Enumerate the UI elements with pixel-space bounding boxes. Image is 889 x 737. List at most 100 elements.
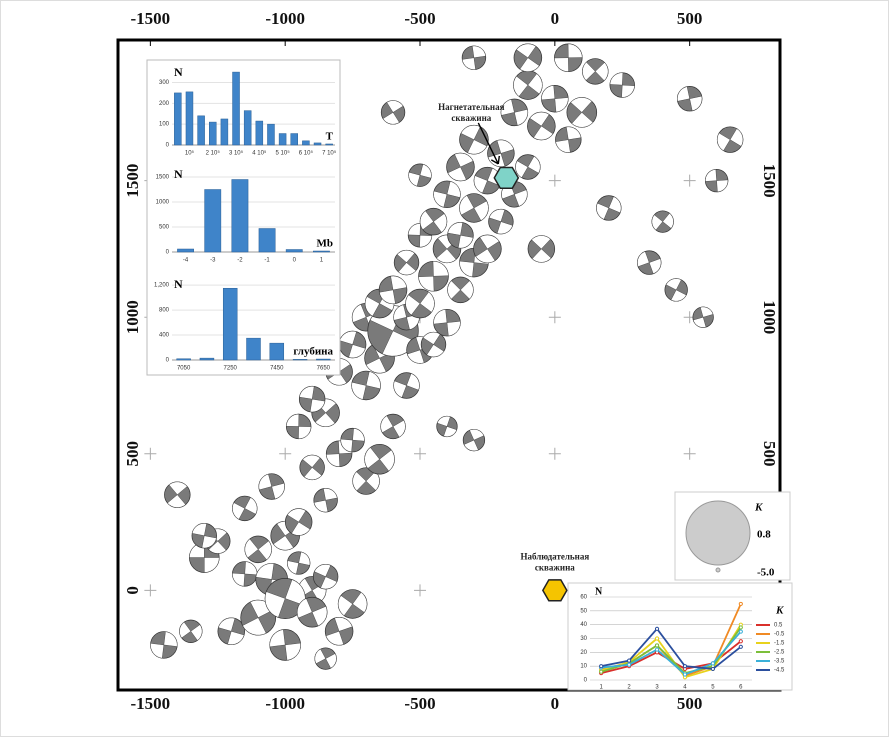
- size-legend-title: K: [754, 502, 763, 514]
- bar: [285, 249, 303, 253]
- bar: [325, 143, 333, 146]
- bar: [292, 359, 308, 361]
- bar: [222, 287, 238, 361]
- bar: [269, 342, 285, 361]
- y-tick-label: 800: [159, 308, 170, 314]
- bar: [290, 133, 298, 146]
- x-tick-label: -500: [404, 9, 435, 28]
- beachball-quadrant: [677, 86, 703, 112]
- beachball-quadrant: [459, 195, 489, 221]
- beachball-quadrant: [651, 212, 674, 231]
- beachball-quadrant: [314, 648, 337, 669]
- series-point: [738, 644, 743, 649]
- beachball-quadrant: [637, 251, 662, 274]
- beachball-quadrant: [447, 222, 474, 249]
- x-tick-label: -1000: [265, 9, 305, 28]
- bar: [258, 228, 276, 253]
- beachball-quadrant: [286, 413, 312, 439]
- y-tick-label: 60: [580, 595, 587, 601]
- grid-cross: [414, 584, 427, 597]
- series-point: [710, 661, 715, 666]
- beachball-quadrant: [351, 371, 381, 400]
- grid-cross: [548, 174, 561, 187]
- y-tick-label: 1500: [156, 175, 170, 181]
- beachball-quadrant: [433, 309, 461, 337]
- size-legend-circle: [715, 567, 721, 573]
- y-tick-label: 1500: [760, 164, 779, 198]
- beachball-quadrant: [555, 126, 582, 153]
- series-point: [654, 643, 660, 648]
- y-tick-label: 400: [159, 333, 170, 339]
- x-tick-label: 3: [655, 685, 659, 691]
- y-tick-label: 100: [159, 122, 170, 128]
- bar: [255, 120, 264, 146]
- x-tick-label: 1: [320, 258, 324, 264]
- bar: [316, 358, 331, 361]
- series-line: [600, 624, 742, 679]
- x-tick-label: 7250: [224, 366, 238, 372]
- well-marker: [541, 579, 568, 602]
- legend-label: -0.5: [774, 632, 785, 638]
- beachball-quadrant: [299, 386, 326, 413]
- bar: [185, 91, 194, 146]
- x-tick-label: -1500: [131, 9, 171, 28]
- x-axis-label: T: [326, 131, 334, 143]
- x-axis-label: Mb: [317, 238, 334, 250]
- beachball-quadrant: [419, 210, 448, 233]
- beachball-quadrant: [393, 373, 420, 398]
- beachball-quadrant: [232, 497, 258, 520]
- beachball-quadrant: [531, 235, 552, 263]
- bar: [246, 337, 261, 361]
- beachball-quadrant: [405, 291, 435, 316]
- legend-label: -1.5: [774, 641, 785, 647]
- x-tick-label: -2: [237, 258, 243, 264]
- legend-label: -4.5: [774, 668, 785, 674]
- y-tick-label: 1500: [123, 164, 142, 198]
- beachball-quadrant: [515, 156, 541, 178]
- grid-cross: [683, 447, 696, 460]
- x-tick-label: -3: [210, 258, 216, 264]
- series-point: [710, 666, 715, 672]
- beachball-quadrant: [462, 45, 486, 70]
- x-tick-label: 500: [677, 9, 703, 28]
- beachball-quadrant: [191, 523, 217, 549]
- beachball-quadrant: [258, 473, 285, 500]
- y-tick-label: 0: [123, 586, 142, 595]
- y-axis-label: N: [595, 586, 603, 597]
- size-legend-circle: [685, 500, 751, 566]
- x-tick-label: 500: [677, 694, 703, 713]
- x-tick-label: -1: [264, 258, 270, 264]
- y-tick-label: 0: [584, 678, 588, 684]
- beachball-quadrant: [513, 73, 543, 97]
- bar: [302, 140, 310, 146]
- beachball-quadrant: [433, 181, 461, 208]
- y-tick-label: 10: [580, 664, 587, 670]
- beachball-quadrant: [554, 43, 583, 72]
- beachball-quadrant: [529, 111, 554, 141]
- beachball-quadrant: [244, 538, 272, 561]
- series-point: [682, 664, 688, 669]
- grid-cross: [683, 174, 696, 187]
- beachball-quadrant: [313, 488, 338, 513]
- beachball-quadrant: [396, 250, 417, 276]
- x-tick-label: 7050: [177, 366, 191, 372]
- x-tick-label: 2 10⁵: [206, 150, 221, 157]
- beachball-quadrant: [487, 139, 514, 167]
- x-tick-label: -1500: [131, 694, 171, 713]
- beachball-quadrant: [297, 598, 328, 627]
- x-tick-label: 7 10⁵: [322, 150, 337, 157]
- bar: [176, 358, 191, 361]
- grid-cross: [548, 311, 561, 324]
- beachball-quadrant: [287, 551, 311, 575]
- beachball-quadrant: [382, 100, 404, 125]
- bar: [243, 110, 252, 146]
- y-tick-label: 500: [760, 441, 779, 467]
- x-tick-label: 0: [551, 694, 560, 713]
- series-point: [599, 664, 604, 669]
- beachball-quadrant: [705, 169, 729, 193]
- bar: [199, 357, 215, 361]
- x-tick-label: 7450: [270, 366, 284, 372]
- beachball-quadrant: [337, 592, 368, 616]
